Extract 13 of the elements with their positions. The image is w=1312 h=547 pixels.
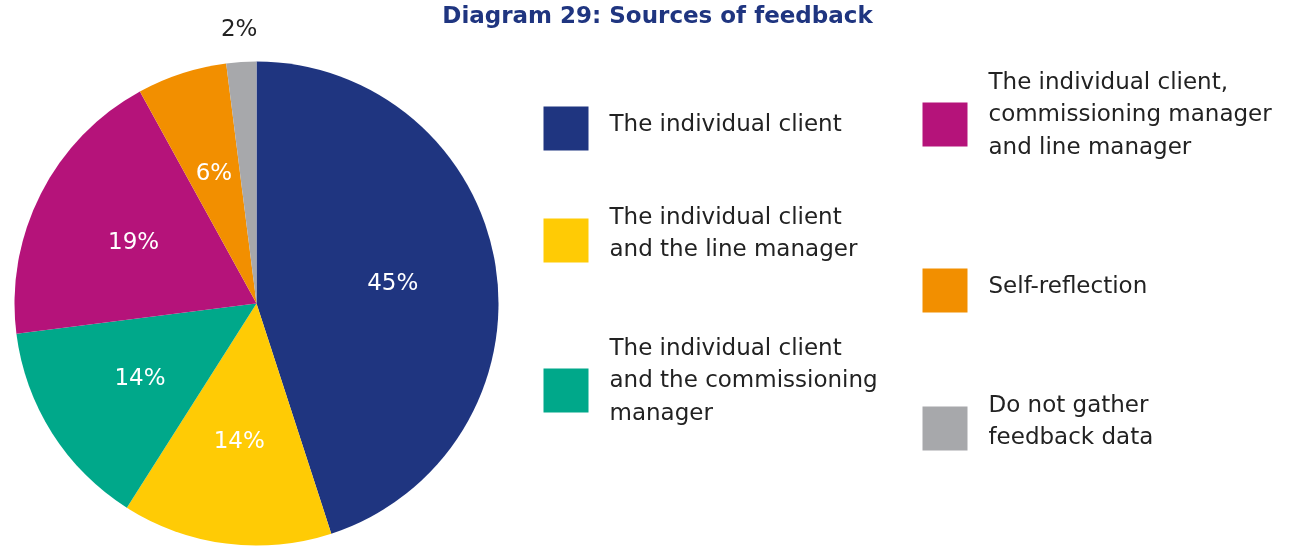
legend-label: Do not gather feedback data [988, 390, 1154, 449]
data-label: 14% [213, 427, 265, 454]
data-label: 2% [220, 15, 258, 42]
data-label: 19% [108, 227, 160, 254]
legend-label: The individual client [608, 109, 842, 136]
data-label: 45% [367, 268, 419, 295]
legend-label: The individual client, commissioning manager and line manager [987, 67, 1273, 159]
data-label: 14% [114, 364, 166, 391]
data-label: 6% [195, 159, 233, 186]
chart-title: Diagram 29: Sources of feedback [442, 1, 874, 28]
legend-label: Self-reflection [988, 271, 1148, 298]
legend-label: The individual client and the line manager [608, 202, 858, 261]
legend-label: The individual client and the commissioning manager [608, 333, 878, 425]
